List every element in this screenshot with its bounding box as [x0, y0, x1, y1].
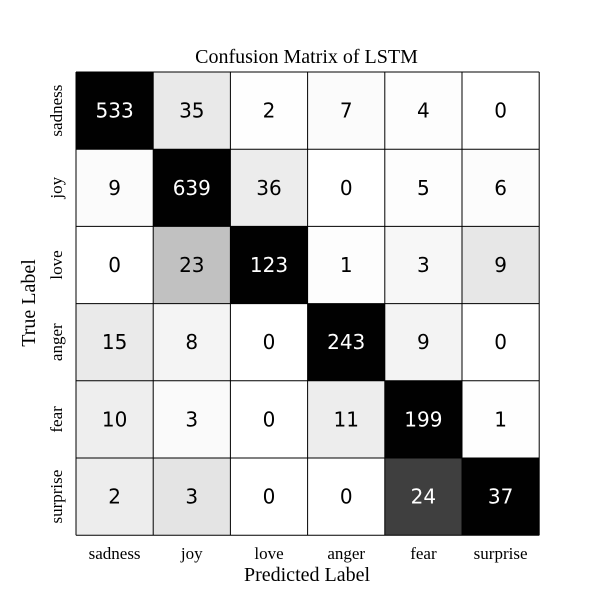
x-tick-labels: sadness joy love anger fear surprise — [89, 544, 528, 563]
cell-value-labels: 533 35 2 7 4 09 639 36 0 5 60 23 123 1 3 915 8 0 243 9 010 3 0… — [96, 99, 514, 509]
heatmap-cell — [307, 149, 385, 227]
y-tick-label: joy — [47, 176, 66, 199]
cell-value-label: 0 — [108, 253, 121, 277]
heatmap-cell — [230, 458, 308, 536]
heatmap-grid — [75, 71, 540, 536]
cell-value-label: 35 — [179, 99, 204, 123]
x-tick-label: joy — [180, 544, 203, 563]
cell-value-label: 0 — [340, 176, 353, 200]
heatmap-cell — [384, 303, 462, 381]
heatmap-cell — [462, 226, 540, 304]
cell-value-label: 5 — [417, 176, 430, 200]
heatmap-cell — [307, 72, 385, 150]
cell-value-label: 3 — [185, 485, 198, 509]
heatmap-cell — [230, 226, 308, 304]
cell-value-label: 123 — [250, 253, 288, 277]
y-tick-label: fear — [47, 406, 66, 433]
y-tick-labels: sadness joy love anger fear surprise — [47, 85, 66, 524]
cell-value-label: 3 — [417, 253, 430, 277]
heatmap-cell — [76, 72, 154, 150]
heatmap-cell — [462, 149, 540, 227]
cell-value-label: 8 — [185, 330, 198, 354]
heatmap-cell — [307, 303, 385, 381]
heatmap-cell — [76, 149, 154, 227]
heatmap-cell — [384, 149, 462, 227]
cell-value-label: 2 — [263, 99, 276, 123]
heatmap-cell — [153, 72, 231, 150]
heatmap-cell — [462, 380, 540, 458]
heatmap-cell — [384, 226, 462, 304]
heatmap-cell — [76, 226, 154, 304]
heatmap-cell — [462, 72, 540, 150]
cell-value-label: 0 — [494, 99, 507, 123]
cell-value-label: 9 — [494, 253, 507, 277]
heatmap-cell — [307, 380, 385, 458]
y-axis-label: True Label — [18, 259, 40, 347]
heatmap-cell — [230, 149, 308, 227]
y-tick-label: sadness — [47, 85, 66, 137]
cell-value-label: 4 — [417, 99, 430, 123]
y-tick-label: surprise — [47, 470, 66, 524]
x-tick-label: anger — [327, 544, 365, 563]
cell-value-label: 3 — [185, 407, 198, 431]
cell-value-label: 0 — [263, 407, 276, 431]
cell-value-label: 1 — [494, 407, 507, 431]
heatmap-cell — [384, 380, 462, 458]
cell-value-label: 37 — [488, 485, 513, 509]
heatmap-cell — [76, 380, 154, 458]
heatmap-cell — [462, 303, 540, 381]
y-tick-label: love — [47, 250, 66, 279]
heatmap-cell — [230, 303, 308, 381]
cell-value-label: 0 — [494, 330, 507, 354]
heatmap-cell — [384, 458, 462, 536]
heatmap-cell — [153, 149, 231, 227]
cell-value-label: 24 — [411, 485, 436, 509]
heatmap-cell — [384, 72, 462, 150]
cell-value-label: 9 — [108, 176, 121, 200]
heatmap-cell — [307, 226, 385, 304]
cell-value-label: 15 — [102, 330, 127, 354]
heatmap-cell — [230, 380, 308, 458]
cell-value-label: 0 — [263, 330, 276, 354]
heatmap-cell — [307, 458, 385, 536]
chart-title: Confusion Matrix of LSTM — [195, 46, 418, 68]
x-tick-label: sadness — [89, 544, 141, 563]
cell-value-label: 10 — [102, 407, 127, 431]
cell-value-label: 199 — [404, 407, 442, 431]
heatmap-cell — [153, 380, 231, 458]
x-tick-label: fear — [410, 544, 437, 563]
cell-value-label: 1 — [340, 253, 353, 277]
cell-value-label: 639 — [173, 176, 211, 200]
cell-value-label: 0 — [263, 485, 276, 509]
x-tick-label: surprise — [474, 544, 528, 563]
cell-value-label: 36 — [256, 176, 281, 200]
cell-value-label: 9 — [417, 330, 430, 354]
x-axis-label: Predicted Label — [244, 564, 370, 586]
x-tick-label: love — [254, 544, 283, 563]
cell-value-label: 6 — [494, 176, 507, 200]
cell-value-label: 533 — [96, 99, 134, 123]
cell-value-label: 23 — [179, 253, 204, 277]
heatmap-cell — [230, 72, 308, 150]
heatmap-cell — [153, 303, 231, 381]
heatmap-cell — [76, 458, 154, 536]
y-tick-label: anger — [47, 323, 66, 361]
heatmap-cell — [462, 458, 540, 536]
heatmap-cell — [153, 458, 231, 536]
cell-value-label: 7 — [340, 99, 353, 123]
cell-value-label: 2 — [108, 485, 121, 509]
heatmap-cell — [153, 226, 231, 304]
cell-value-label: 11 — [333, 407, 358, 431]
heatmap-cell — [76, 303, 154, 381]
heatmap-cells — [76, 72, 540, 536]
cell-value-label: 243 — [327, 330, 365, 354]
cell-value-label: 0 — [340, 485, 353, 509]
